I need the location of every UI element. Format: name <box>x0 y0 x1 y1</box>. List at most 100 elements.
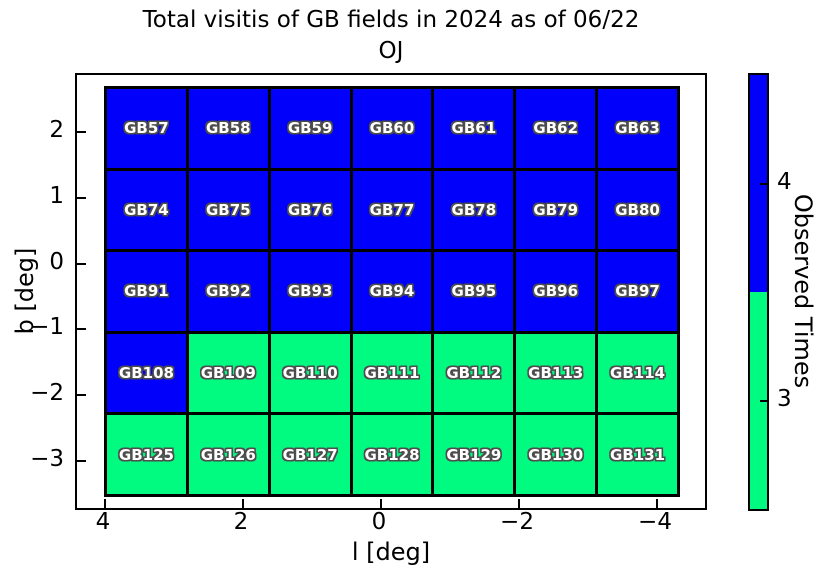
y-tick-label: 0 <box>49 248 64 275</box>
field-label: GB109 <box>200 364 256 383</box>
field-label: GB60 <box>369 119 415 138</box>
y-tick-mark <box>77 131 86 133</box>
field-label: GB59 <box>287 119 333 138</box>
field-label: GB93 <box>287 282 333 301</box>
plot-area: GB57 GB58 GB59 GB60 GB61 GB62 GB63 GB74 GB75 GB76… <box>75 73 707 510</box>
field-label: GB112 <box>446 364 502 383</box>
field-label: GB74 <box>124 200 169 219</box>
y-tick-label: −1 <box>30 314 64 341</box>
colorbar-tick-label: 4 <box>777 168 792 195</box>
x-axis-label: l [deg] <box>351 538 431 566</box>
field-cell-GB95: GB95 <box>434 252 514 331</box>
field-cell-GB128: GB128 <box>352 415 432 494</box>
field-label: GB79 <box>533 200 579 219</box>
y-tick-mark <box>77 460 86 462</box>
x-tick-label: 0 <box>371 509 387 535</box>
field-cell-GB113: GB113 <box>516 333 596 413</box>
field-cell-GB129: GB129 <box>434 415 514 494</box>
field-cell-GB97: GB97 <box>598 252 677 331</box>
field-label: GB97 <box>615 282 660 301</box>
field-label: GB57 <box>124 119 169 138</box>
field-label: GB95 <box>451 282 497 301</box>
field-cell-GB61: GB61 <box>434 89 514 168</box>
y-tick-mark <box>77 394 86 397</box>
field-cell-GB126: GB126 <box>188 415 268 494</box>
field-label: GB126 <box>200 445 256 464</box>
y-tick-mark <box>77 262 86 265</box>
field-cell-GB93: GB93 <box>270 252 350 331</box>
colorbar-segment-3 <box>750 292 767 509</box>
field-label: GB62 <box>533 119 579 138</box>
chart-title: Total visitis of GB fields in 2024 as of… <box>75 5 707 67</box>
field-cell-GB91: GB91 <box>107 252 186 331</box>
field-cell-GB127: GB127 <box>270 415 350 494</box>
colorbar-tick-mark <box>760 399 767 402</box>
field-cell-GB76: GB76 <box>270 170 350 250</box>
field-label: GB113 <box>528 364 584 383</box>
y-tick-label: −3 <box>30 446 64 472</box>
x-tick-mark <box>104 499 106 508</box>
field-cell-GB77: GB77 <box>352 170 432 250</box>
field-label: GB130 <box>528 445 584 464</box>
field-cell-GB108: GB108 <box>107 333 186 413</box>
field-cell-GB58: GB58 <box>188 89 268 168</box>
field-cell-GB92: GB92 <box>188 252 268 331</box>
chart-title-line1: Total visitis of GB fields in 2024 as of… <box>142 7 640 33</box>
field-label: GB58 <box>205 119 251 138</box>
field-label: GB61 <box>451 119 497 138</box>
field-label: GB77 <box>369 200 415 219</box>
x-tick-label: 4 <box>95 509 111 535</box>
field-cell-GB62: GB62 <box>516 89 596 168</box>
x-tick-mark <box>656 499 658 508</box>
field-cell-GB78: GB78 <box>434 170 514 250</box>
field-cell-GB63: GB63 <box>598 89 677 168</box>
x-tick-mark <box>380 499 382 508</box>
colorbar <box>748 73 769 511</box>
field-cell-GB74: GB74 <box>107 170 186 250</box>
field-label: GB111 <box>364 364 420 383</box>
x-tick-label: −4 <box>638 509 672 535</box>
field-label: GB91 <box>124 282 169 301</box>
field-label: GB63 <box>615 119 660 138</box>
field-cell-GB75: GB75 <box>188 170 268 250</box>
chart-title-line2: OJ <box>378 38 404 64</box>
field-cell-GB96: GB96 <box>516 252 596 331</box>
field-cell-GB60: GB60 <box>352 89 432 168</box>
field-cell-GB131: GB131 <box>598 415 677 494</box>
field-label: GB75 <box>205 200 251 219</box>
field-label: GB80 <box>615 200 660 219</box>
field-label: GB127 <box>282 445 338 464</box>
field-label: GB94 <box>369 282 415 301</box>
y-tick-label: 2 <box>49 117 64 143</box>
field-cell-GB111: GB111 <box>352 333 432 413</box>
field-label: GB92 <box>205 282 251 301</box>
x-tick-mark <box>518 499 520 508</box>
field-label: GB76 <box>287 200 333 219</box>
colorbar-segment-4 <box>750 75 767 292</box>
y-tick-mark <box>77 196 86 199</box>
colorbar-tick-mark <box>760 182 767 185</box>
field-label: GB125 <box>118 445 174 464</box>
heatmap-grid: GB57 GB58 GB59 GB60 GB61 GB62 GB63 GB74 GB75 GB76… <box>104 86 680 497</box>
field-label: GB110 <box>282 364 338 383</box>
colorbar-tick-label: 3 <box>777 385 792 412</box>
field-label: GB114 <box>610 364 666 383</box>
y-tick-mark <box>77 328 86 331</box>
x-tick-label: −2 <box>500 509 534 535</box>
x-tick-label: 2 <box>233 509 249 535</box>
field-label: GB78 <box>451 200 497 219</box>
y-tick-label: 1 <box>49 182 64 209</box>
field-label: GB128 <box>364 445 420 464</box>
field-cell-GB130: GB130 <box>516 415 596 494</box>
field-cell-GB110: GB110 <box>270 333 350 413</box>
y-tick-label: −2 <box>30 380 64 407</box>
field-cell-GB79: GB79 <box>516 170 596 250</box>
colorbar-title: Observed Times <box>789 193 817 389</box>
field-label: GB108 <box>118 364 174 383</box>
field-label: GB96 <box>533 282 579 301</box>
field-cell-GB59: GB59 <box>270 89 350 168</box>
field-cell-GB112: GB112 <box>434 333 514 413</box>
x-tick-mark <box>242 499 244 508</box>
field-label: GB131 <box>610 445 666 464</box>
